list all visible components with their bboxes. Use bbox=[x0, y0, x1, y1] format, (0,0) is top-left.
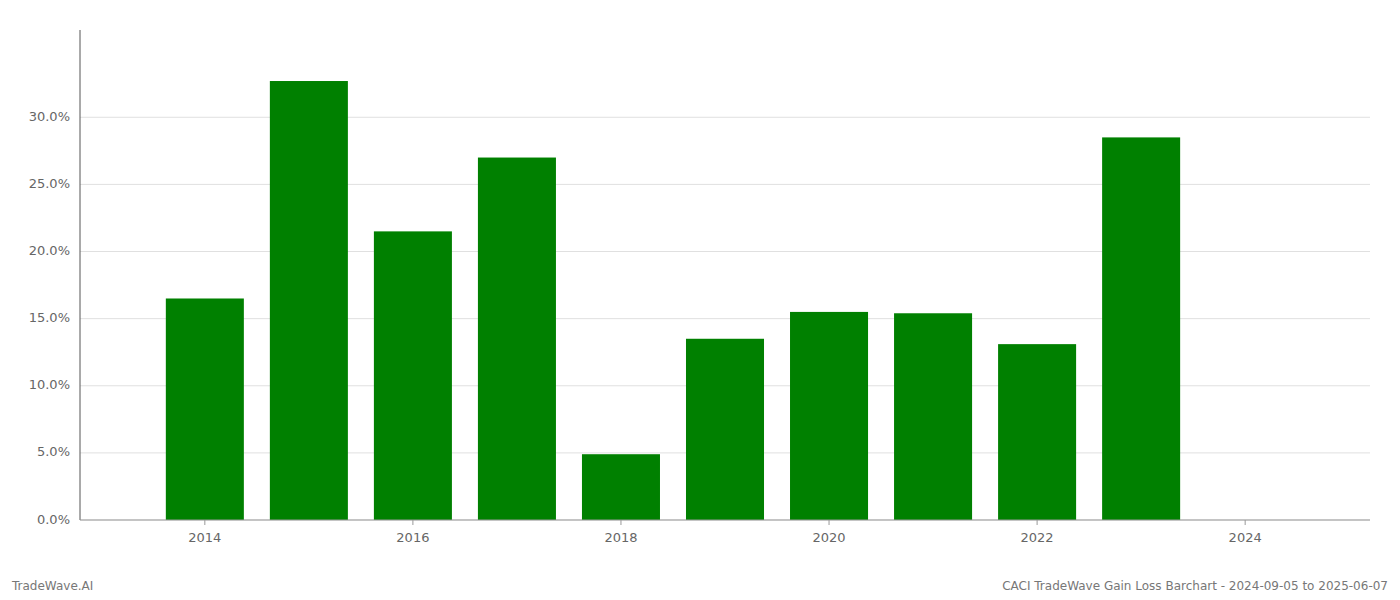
bar bbox=[270, 81, 348, 520]
x-tick-label: 2016 bbox=[396, 530, 429, 545]
bar bbox=[790, 312, 868, 520]
x-tick bbox=[412, 520, 413, 525]
chart: 0.0%5.0%10.0%15.0%20.0%25.0%30.0%2014201… bbox=[0, 0, 1400, 600]
page: {"chart_data": {"type": "bar", "x": [201… bbox=[0, 0, 1400, 600]
grid-line bbox=[80, 520, 1370, 521]
y-axis-line bbox=[80, 30, 81, 520]
bar bbox=[478, 158, 556, 520]
x-tick bbox=[829, 520, 830, 525]
y-tick-label: 10.0% bbox=[29, 377, 70, 392]
bar bbox=[374, 231, 452, 520]
footer-text: CACI TradeWave Gain Loss Barchart - 2024… bbox=[1002, 579, 1388, 593]
y-tick-label: 0.0% bbox=[37, 512, 70, 527]
bar bbox=[582, 454, 660, 520]
x-tick-label: 2022 bbox=[1021, 530, 1054, 545]
bars bbox=[166, 81, 1180, 520]
bar bbox=[686, 339, 764, 520]
y-tick-label: 5.0% bbox=[37, 444, 70, 459]
x-axis-line bbox=[80, 520, 1370, 521]
x-tick-label: 2024 bbox=[1229, 530, 1262, 545]
bar bbox=[166, 298, 244, 520]
x-tick bbox=[620, 520, 621, 525]
bar bbox=[1102, 137, 1180, 520]
bar bbox=[998, 344, 1076, 520]
footer-text: TradeWave.AI bbox=[11, 579, 93, 593]
x-tick-label: 2020 bbox=[812, 530, 845, 545]
x-axis: 2014 2016 2018 2020 2022 2024 bbox=[188, 520, 1261, 545]
x-tick bbox=[1037, 520, 1038, 525]
y-axis: 0.0% 5.0% 10.0% 15.0% 20.0% 25.0% 30.0% bbox=[29, 109, 70, 527]
bar bbox=[894, 313, 972, 520]
x-tick-label: 2014 bbox=[188, 530, 221, 545]
x-tick bbox=[1245, 520, 1246, 525]
y-tick-label: 30.0% bbox=[29, 109, 70, 124]
x-tick bbox=[204, 520, 205, 525]
y-tick-label: 20.0% bbox=[29, 243, 70, 258]
y-tick-label: 25.0% bbox=[29, 176, 70, 191]
y-tick-label: 15.0% bbox=[29, 310, 70, 325]
x-tick-label: 2018 bbox=[604, 530, 637, 545]
footer: TradeWave.AI CACI TradeWave Gain Loss Bar… bbox=[11, 579, 1388, 593]
